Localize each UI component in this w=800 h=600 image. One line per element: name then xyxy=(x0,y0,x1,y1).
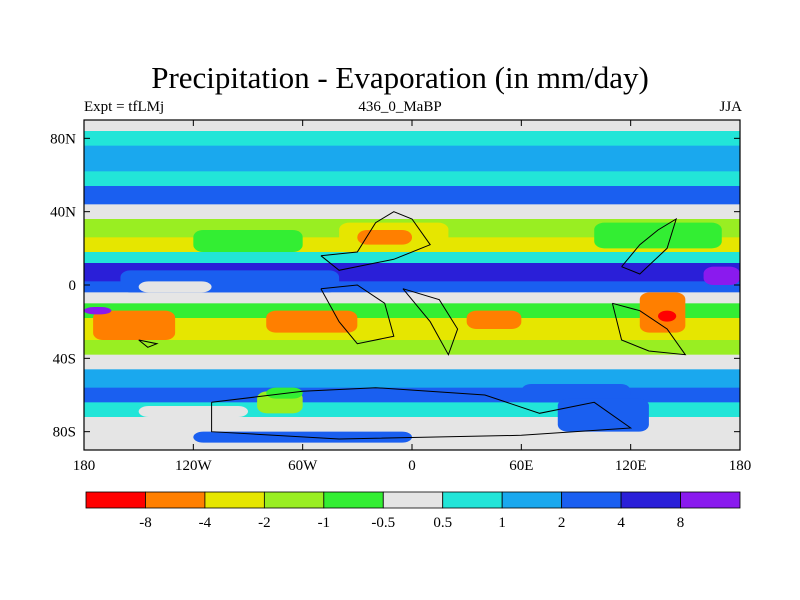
colorbar-box xyxy=(561,491,622,509)
field-patch xyxy=(594,222,722,249)
colorbar-label: -8 xyxy=(139,515,152,531)
y-tick-label: 80N xyxy=(50,131,76,147)
x-tick-label: 120E xyxy=(615,458,647,474)
field-patch xyxy=(658,310,677,322)
field-patch xyxy=(193,230,303,252)
colorbar-label: -2 xyxy=(258,515,271,531)
colorbar-box xyxy=(204,491,265,509)
field-patch xyxy=(557,398,649,432)
experiment-label: Expt = tfLMj xyxy=(84,99,165,115)
colorbar-box xyxy=(145,491,206,509)
pme-field xyxy=(84,120,740,450)
field-band xyxy=(84,340,740,356)
field-patch xyxy=(357,230,412,245)
coastline xyxy=(320,284,395,345)
colorbar-box xyxy=(323,491,384,509)
coastline xyxy=(402,288,459,356)
x-tick-label: 120W xyxy=(175,458,213,474)
field-band xyxy=(84,204,740,220)
colorbar-label: -4 xyxy=(199,515,212,531)
y-tick-label: 40N xyxy=(50,205,76,221)
colorbar: -8 -4 -2 -1 -0.5 0.5 1 2 4 8 xyxy=(85,491,741,531)
colorbar-label: -0.5 xyxy=(371,515,395,531)
colorbar-box xyxy=(620,491,681,509)
field-band xyxy=(84,171,740,187)
field-patch xyxy=(84,307,112,315)
colorbar-box xyxy=(501,491,563,509)
field-patch xyxy=(138,281,212,293)
y-tick-label: 40S xyxy=(53,351,76,367)
colorbar-label: 0.5 xyxy=(433,515,452,531)
colorbar-label: 2 xyxy=(558,515,566,531)
x-axis: 180 120W 60W 0 60E 120E 180 xyxy=(73,120,752,474)
colorbar-box xyxy=(85,491,146,509)
field-band xyxy=(84,252,740,264)
y-axis: 80N 40N 0 40S 80S xyxy=(50,131,740,441)
field-band xyxy=(84,145,740,172)
field-patch xyxy=(466,310,522,329)
field-band xyxy=(84,318,740,341)
x-tick-label: 60W xyxy=(288,458,318,474)
field-patch xyxy=(703,266,740,285)
coastline xyxy=(621,217,678,275)
field-band xyxy=(84,281,740,293)
field-band xyxy=(84,369,740,389)
field-patch xyxy=(521,384,631,403)
chart-title: Precipitation - Evaporation (in mm/day) xyxy=(151,60,649,95)
y-tick-label: 0 xyxy=(69,278,77,294)
coastline xyxy=(611,302,687,356)
field-patch xyxy=(266,310,358,333)
colorbar-label: 4 xyxy=(617,515,625,531)
colorbar-label: 1 xyxy=(498,515,506,531)
coastline xyxy=(320,211,431,271)
y-tick-label: 80S xyxy=(53,425,76,441)
field-band xyxy=(84,303,740,319)
field-band xyxy=(84,186,740,205)
season-label: JJA xyxy=(719,99,742,115)
period-label: 436_0_MaBP xyxy=(358,99,442,115)
colorbar-box xyxy=(442,491,503,509)
field-band xyxy=(84,292,740,304)
colorbar-label: 8 xyxy=(677,515,685,531)
coastline xyxy=(138,339,159,348)
field-band xyxy=(84,131,740,147)
x-tick-label: 180 xyxy=(729,458,752,474)
field-patch xyxy=(138,406,248,417)
land-contours xyxy=(138,211,687,440)
colorbar-label: -1 xyxy=(318,515,331,531)
field-band xyxy=(84,354,740,370)
field-patch xyxy=(93,310,176,340)
colorbar-box xyxy=(263,491,325,509)
x-tick-label: 180 xyxy=(73,458,96,474)
colorbar-box xyxy=(382,491,444,509)
x-tick-label: 60E xyxy=(509,458,533,474)
x-tick-label: 0 xyxy=(408,458,416,474)
coastline xyxy=(211,387,633,440)
colorbar-box xyxy=(680,491,741,509)
